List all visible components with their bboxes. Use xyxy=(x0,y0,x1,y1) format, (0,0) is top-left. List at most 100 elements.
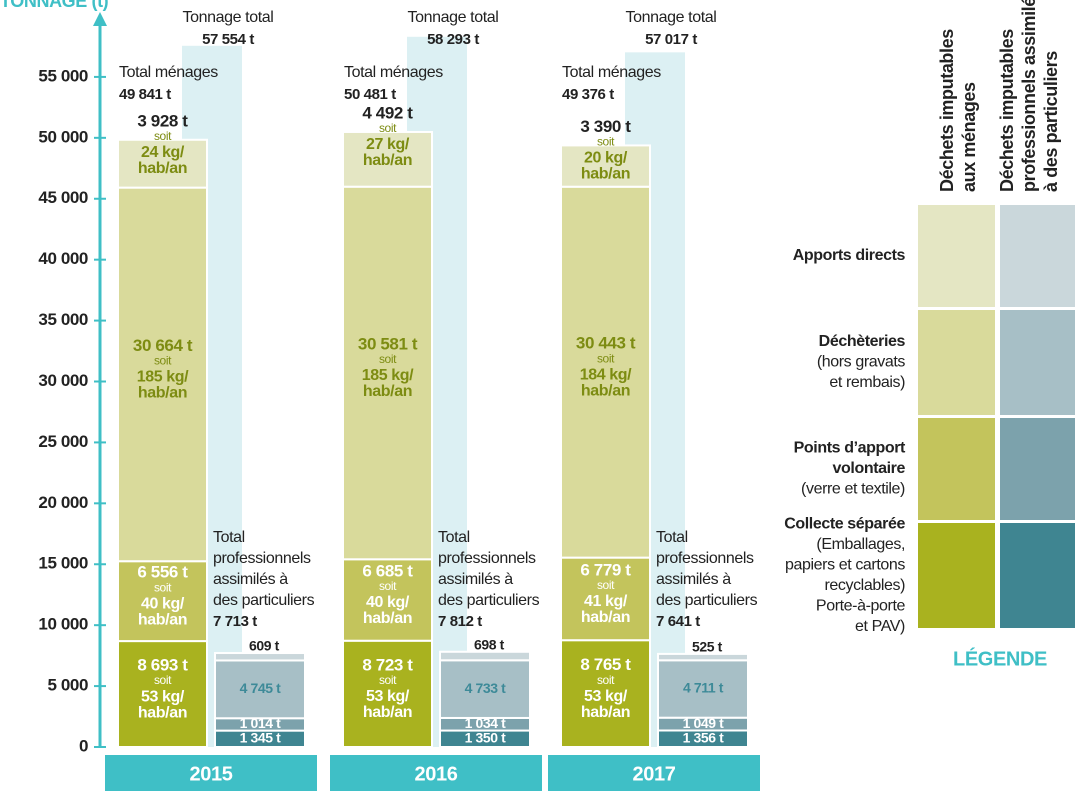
legend-note: et rembais) xyxy=(829,374,905,391)
legend-swatch xyxy=(1000,205,1075,307)
legend-swatch xyxy=(1000,523,1075,628)
legend-note: (verre et textile) xyxy=(801,481,905,498)
legend-label: volontaire xyxy=(833,460,906,477)
per-capita-label: hab/an xyxy=(138,385,187,402)
value-label: 6 556 t xyxy=(137,563,188,582)
x-tick-label: 2016 xyxy=(415,763,458,785)
y-tick-label: 45 000 xyxy=(38,188,88,207)
total-label: Tonnage total xyxy=(183,9,274,26)
group-total-value: 7 713 t xyxy=(213,613,257,630)
y-tick-label: 35 000 xyxy=(38,310,88,329)
value-label: 30 581 t xyxy=(358,334,418,353)
legend-note: (Emballages, xyxy=(816,536,905,553)
per-capita-label: 20 kg/ xyxy=(584,150,628,167)
legend-title: LÉGENDE xyxy=(953,647,1047,670)
bar-segment xyxy=(342,185,433,561)
legend-note: (hors gravats xyxy=(817,354,906,371)
bar-segment xyxy=(560,556,651,642)
per-capita-label: 53 kg/ xyxy=(141,688,185,705)
y-tick-label: 25 000 xyxy=(38,432,88,451)
bar-segment xyxy=(439,650,531,662)
per-capita-label: 185 kg/ xyxy=(137,369,189,386)
value-label: 30 664 t xyxy=(133,336,193,355)
group-total-value: 7 641 t xyxy=(656,613,700,630)
value-label: 609 t xyxy=(249,638,280,654)
bar-segment xyxy=(342,130,433,188)
x-tick-label: 2017 xyxy=(633,763,676,785)
value-label: 4 733 t xyxy=(465,680,507,696)
value-label: 1 034 t xyxy=(465,715,507,731)
group-total-label: des particuliers xyxy=(213,592,315,609)
value-label: 698 t xyxy=(474,636,505,652)
legend-swatch xyxy=(1000,310,1075,415)
y-tick-label: 5 000 xyxy=(47,676,88,695)
y-tick-label: 50 000 xyxy=(38,127,88,146)
x-tick-label: 2015 xyxy=(190,763,233,785)
bar-segment xyxy=(342,639,433,749)
value-label: 1 356 t xyxy=(683,729,725,745)
year-box xyxy=(105,755,317,791)
bar-segment xyxy=(439,659,531,719)
group-total-label: Total ménages xyxy=(344,64,443,81)
bar-segment xyxy=(657,652,749,662)
connector: soit xyxy=(154,354,172,368)
legend-note: Porte-à-porte xyxy=(816,597,906,614)
value-label: 8 765 t xyxy=(580,655,631,674)
bar-segment xyxy=(117,560,208,643)
group-total-label: des particuliers xyxy=(656,592,758,609)
group-total-label: professionnels xyxy=(656,550,754,567)
y-tick-label: 0 xyxy=(79,736,88,755)
legend-swatch xyxy=(918,418,995,520)
y-tick-label: 30 000 xyxy=(38,371,88,390)
per-capita-label: hab/an xyxy=(581,382,630,399)
connector: soit xyxy=(597,135,615,149)
group-total-value: 50 481 t xyxy=(344,86,396,103)
legend-note: recyclables) xyxy=(824,577,905,594)
connector: soit xyxy=(597,578,615,592)
per-capita-label: 41 kg/ xyxy=(584,593,628,610)
bar-segment xyxy=(214,659,306,720)
value-label: 525 t xyxy=(692,639,723,655)
group-total-value: 49 841 t xyxy=(119,86,171,103)
value-label: 1 049 t xyxy=(683,715,725,731)
group-total-label: Total ménages xyxy=(119,64,218,81)
total-label: Tonnage total xyxy=(626,9,717,26)
group-total-label: Total xyxy=(438,529,470,546)
per-capita-label: 53 kg/ xyxy=(584,688,628,705)
value-label: 3 928 t xyxy=(137,111,188,130)
per-capita-label: 24 kg/ xyxy=(141,144,185,161)
per-capita-label: hab/an xyxy=(138,611,187,628)
per-capita-label: hab/an xyxy=(581,704,630,721)
legend-header: aux ménages xyxy=(959,82,979,192)
legend-header: professionnels assimilés xyxy=(1019,0,1039,192)
per-capita-label: 53 kg/ xyxy=(366,688,410,705)
bar-segment xyxy=(214,652,306,662)
total-value: 58 293 t xyxy=(427,31,479,48)
value-label: 8 693 t xyxy=(137,656,188,675)
legend-header: à des particuliers xyxy=(1041,51,1061,192)
value-label: 6 779 t xyxy=(580,560,631,579)
legend-label: Apports directs xyxy=(793,247,906,264)
per-capita-label: 40 kg/ xyxy=(366,594,410,611)
bar-segment xyxy=(117,186,208,563)
legend-label: Points d’apport xyxy=(794,440,906,457)
y-axis-title: TONNAGE (t) xyxy=(0,0,109,11)
per-capita-label: hab/an xyxy=(363,152,412,169)
value-label: 4 492 t xyxy=(362,103,413,122)
bar-segment xyxy=(560,144,651,188)
total-value: 57 554 t xyxy=(202,31,254,48)
legend-label: Collecte séparée xyxy=(784,515,905,532)
year-box xyxy=(330,755,542,791)
connector: soit xyxy=(154,673,172,687)
y-tick-label: 55 000 xyxy=(38,66,88,85)
per-capita-label: hab/an xyxy=(581,609,630,626)
total-label: Tonnage total xyxy=(408,9,499,26)
value-label: 6 685 t xyxy=(362,561,413,580)
legend-note: papiers et cartons xyxy=(785,556,905,573)
value-label: 8 723 t xyxy=(362,655,413,674)
legend-swatch xyxy=(918,523,995,628)
legend-header: Déchets imputables xyxy=(997,29,1017,192)
legend-swatch xyxy=(918,205,995,307)
group-total-label: professionnels xyxy=(438,550,536,567)
